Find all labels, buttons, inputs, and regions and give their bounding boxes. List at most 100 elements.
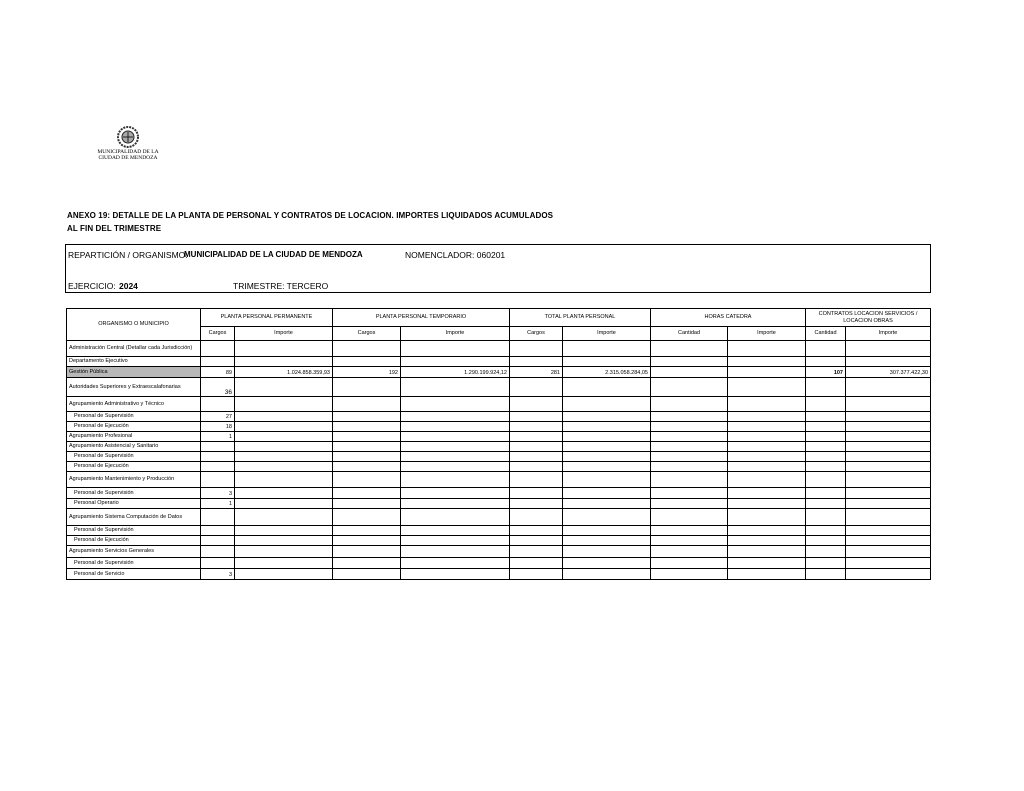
- cell-value: [509, 421, 563, 432]
- cell-value: [650, 366, 728, 378]
- cell-value: [650, 441, 728, 452]
- cell-value: [509, 461, 563, 472]
- cell-value: [400, 545, 510, 558]
- group-header: PLANTA PERSONAL PERMANENTE: [200, 308, 333, 327]
- cell-value: [200, 461, 235, 472]
- cell-value: [234, 557, 333, 569]
- cell-value: [234, 411, 333, 422]
- table-row: Agrupamiento Mantenimiento y Producción: [66, 471, 931, 488]
- row-label: Personal de Ejecución: [66, 461, 201, 472]
- cell-value: [805, 340, 846, 357]
- cell-value: [400, 451, 510, 462]
- cell-value: [727, 487, 806, 499]
- cell-value: [509, 535, 563, 546]
- cell-value: [650, 396, 728, 412]
- ejercicio-value: 2024: [119, 281, 138, 291]
- cell-value: 2.315.058.284,05: [562, 366, 651, 378]
- logo-text-1: MUNICIPALIDAD DE LA: [97, 149, 159, 155]
- sub-header: Importe: [562, 326, 651, 341]
- cell-value: [234, 487, 333, 499]
- cell-value: [234, 451, 333, 462]
- cell-value: [332, 545, 401, 558]
- cell-value: [332, 525, 401, 536]
- cell-value: [200, 471, 235, 488]
- cell-value: [562, 508, 651, 526]
- cell-value: [234, 545, 333, 558]
- cell-value: [200, 396, 235, 412]
- cell-value: 18: [200, 421, 235, 432]
- cell-value: [234, 340, 333, 357]
- row-label: Personal de Servicio: [66, 568, 201, 580]
- cell-value: [805, 568, 846, 580]
- municipal-logo: MUNICIPALIDAD DE LA CIUDAD DE MENDOZA: [88, 125, 168, 161]
- cell-value: [650, 487, 728, 499]
- cell-value: [332, 441, 401, 452]
- row-label: Departamento Ejecutivo: [66, 356, 201, 367]
- cell-value: [727, 525, 806, 536]
- personnel-table: ORGANISMO O MUNICIPIO PLANTA PERSONAL PE…: [66, 308, 931, 580]
- cell-value: [234, 471, 333, 488]
- cell-value: [845, 471, 931, 488]
- cell-value: [562, 557, 651, 569]
- cell-value: [332, 535, 401, 546]
- cell-value: [845, 508, 931, 526]
- cell-value: [650, 340, 728, 357]
- cell-value: [805, 545, 846, 558]
- cell-value: [845, 557, 931, 569]
- cell-value: [727, 545, 806, 558]
- cell-value: [234, 421, 333, 432]
- cell-value: [400, 356, 510, 367]
- cell-value: [509, 451, 563, 462]
- cell-value: [562, 487, 651, 499]
- cell-value: [234, 508, 333, 526]
- group-header: CONTRATOS LOCACION SERVICIOS / LOCACION …: [805, 308, 931, 327]
- row-label: Administración Central (Detallar cada Ju…: [66, 340, 201, 357]
- cell-value: [509, 411, 563, 422]
- cell-value: [845, 441, 931, 452]
- cell-value: 1: [200, 498, 235, 509]
- cell-value: [845, 545, 931, 558]
- cell-value: [562, 545, 651, 558]
- cell-value: [845, 461, 931, 472]
- cell-value: [650, 451, 728, 462]
- cell-value: [727, 431, 806, 442]
- cell-value: [400, 441, 510, 452]
- cell-value: [845, 340, 931, 357]
- cell-value: [509, 441, 563, 452]
- cell-value: 3: [200, 568, 235, 580]
- logo-text-2: CIUDAD DE MENDOZA: [98, 155, 158, 161]
- cell-value: [562, 411, 651, 422]
- cell-value: 307.377.422,30: [845, 366, 931, 378]
- cell-value: [332, 411, 401, 422]
- table-row: Agrupamiento Profesional 1: [66, 431, 931, 442]
- cell-value: [400, 525, 510, 536]
- cell-value: [200, 441, 235, 452]
- row-label: Personal Operario: [66, 498, 201, 509]
- nomenclador: NOMENCLADOR: 060201: [405, 250, 506, 260]
- cell-value: [234, 535, 333, 546]
- cell-value: [400, 396, 510, 412]
- cell-value: [400, 487, 510, 499]
- sub-header: Importe: [234, 326, 333, 341]
- table-row: Personal de Servicio 3: [66, 568, 931, 580]
- cell-value: [650, 471, 728, 488]
- cell-value: [727, 498, 806, 509]
- cell-value: [727, 451, 806, 462]
- cell-value: [234, 431, 333, 442]
- cell-value: [727, 340, 806, 357]
- cell-value: [727, 377, 806, 397]
- cell-value: [727, 366, 806, 378]
- sub-header: Cargos: [200, 326, 235, 341]
- cell-value: [650, 411, 728, 422]
- table-row: Gestión Pública 89 1.024.858.359,93 192 1.29…: [66, 366, 931, 378]
- cell-value: [332, 340, 401, 357]
- cell-value: [650, 508, 728, 526]
- cell-value: [845, 568, 931, 580]
- cell-value: [727, 557, 806, 569]
- cell-value: [332, 498, 401, 509]
- cell-value: [332, 461, 401, 472]
- cell-value: [845, 421, 931, 432]
- cell-value: [509, 508, 563, 526]
- cell-value: [509, 568, 563, 580]
- table-row: Departamento Ejecutivo: [66, 356, 931, 367]
